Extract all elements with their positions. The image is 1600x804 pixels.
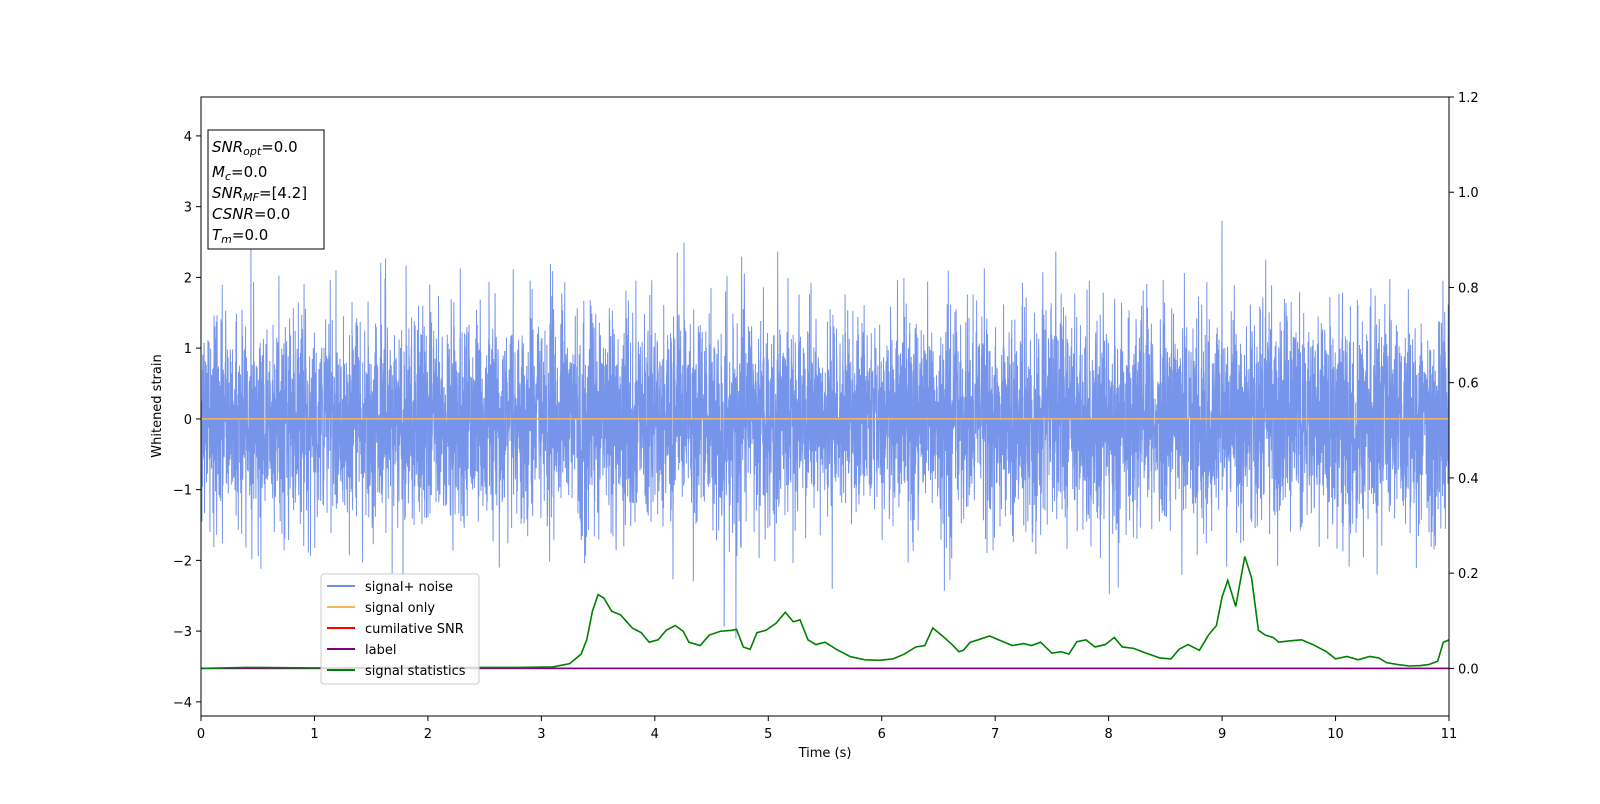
y2-tick-label: 0.4 [1458,472,1479,487]
series-signal-noise [201,220,1449,639]
series-signal-statistics [201,556,1449,670]
y2-tick-label: 0.2 [1458,567,1479,582]
x-tick-label: 10 [1327,727,1344,742]
plot-frame [200,96,1450,717]
x-tick-label: 8 [1104,727,1112,742]
x-tick-label: 6 [878,727,886,742]
x-tick-label: 3 [537,727,545,742]
stats-annotation: SNRopt=0.0 Mc=0.0 SNRMF=[4.2] CSNR=0.0 T… [207,129,325,250]
y-tick-label: 0 [184,413,192,428]
y-tick-label: 2 [184,271,192,286]
y2-tick-label: 0.0 [1458,662,1479,677]
y-axis-label: Whitened strain [150,354,165,457]
x-tick-label: 4 [651,727,659,742]
legend-entry-label: label [327,643,396,658]
x-tick-label: 1 [310,727,318,742]
x-tick-label: 7 [991,727,999,742]
legend-label: signal only [365,601,435,616]
x-tick-label: 11 [1441,727,1458,742]
y-tick-label: −2 [173,554,192,569]
y2-tick-label: 1.2 [1458,91,1479,106]
legend-label: label [365,643,396,658]
y-tick-label: −4 [173,696,192,711]
annotation-frame [207,129,325,250]
annotation-merger-time: Tm=0.0 [212,226,268,246]
legend-entry-signal-statistics: signal statistics [327,664,466,679]
x-tick-label: 0 [197,727,205,742]
legend-label: signal statistics [365,664,466,679]
x-tick-label: 2 [424,727,432,742]
y-tick-label: 3 [184,201,192,216]
y2-tick-label: 0.8 [1458,281,1479,296]
legend-frame [320,573,480,685]
x-tick-label: 5 [764,727,772,742]
y-tick-label: −3 [173,625,192,640]
legend-entry-cumulative-snr: cumilative SNR [327,622,464,637]
y-tick-label: 4 [184,130,192,145]
y-tick-label: 1 [184,342,192,357]
y2-tick-label: 0.6 [1458,377,1479,392]
x-tick-label: 9 [1218,727,1226,742]
legend-label: signal+ noise [365,580,453,595]
legend: signal+ noise signal only cumilative SNR… [320,573,480,685]
x-axis-label: Time (s) [798,746,852,761]
legend-entry-signal-noise: signal+ noise [327,580,453,595]
axes: 0 1 2 3 4 5 6 7 8 9 10 1143210−1−2−3−41.21.00.80.60… [173,91,1479,742]
y-tick-label: −1 [173,484,192,499]
y2-tick-label: 1.0 [1458,186,1479,201]
legend-entry-signal-only: signal only [327,601,435,616]
annotation-snr-mf: SNRMF=[4.2] [212,184,307,204]
legend-label: cumilative SNR [365,622,464,637]
annotation-csnr: CSNR=0.0 [212,205,290,223]
annotation-chirp-mass: Mc=0.0 [212,163,267,183]
annotation-snr-opt: SNRopt=0.0 [212,138,298,158]
